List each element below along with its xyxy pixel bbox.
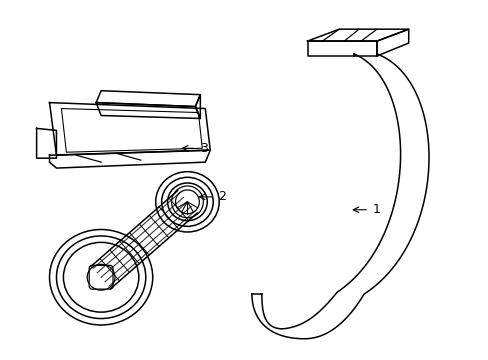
- Text: 3: 3: [200, 142, 208, 155]
- Text: 2: 2: [218, 190, 225, 203]
- Text: 1: 1: [372, 203, 380, 216]
